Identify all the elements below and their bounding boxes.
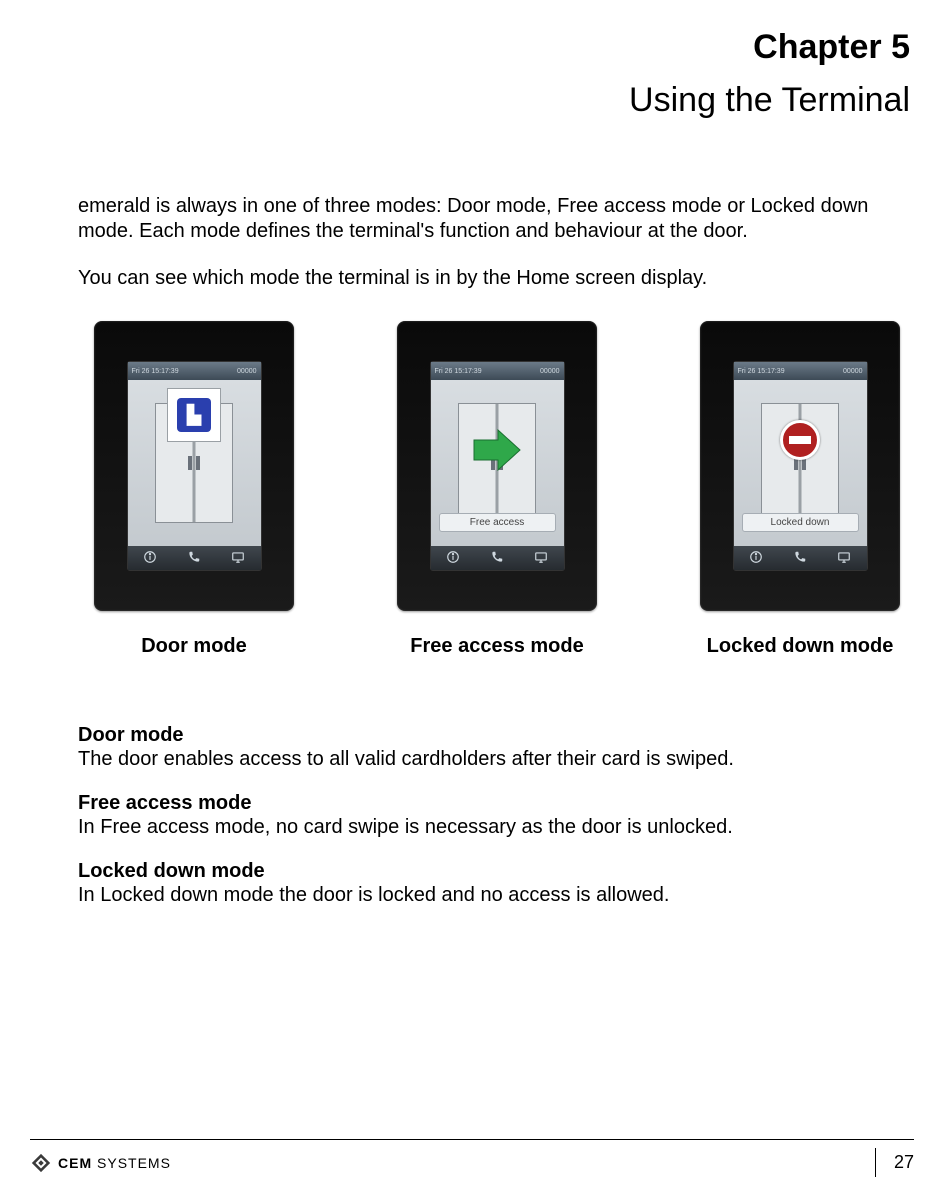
info-icon	[143, 550, 157, 567]
status-counter: 00000	[237, 368, 256, 375]
arrow-icon	[472, 428, 522, 472]
terminal-screen: ▙	[128, 380, 261, 546]
phone-icon	[490, 550, 504, 567]
intro-paragraph-1: emerald is always in one of three modes:…	[78, 194, 906, 244]
terminal-statusbar: Fri 26 15:17:39 00000	[128, 362, 261, 380]
mode-heading: Door mode	[78, 724, 906, 747]
status-counter: 00000	[540, 368, 559, 375]
terminal-statusbar: Fri 26 15:17:39 00000	[734, 362, 867, 380]
chapter-title: Chapter 5	[78, 28, 910, 67]
terminal-statusbar: Fri 26 15:17:39 00000	[431, 362, 564, 380]
mode-text: In Free access mode, no card swipe is ne…	[78, 815, 906, 840]
phone-icon	[793, 550, 807, 567]
terminal-bezel: Fri 26 15:17:39 00000 ▙	[127, 361, 262, 571]
terminal-door-mode: Fri 26 15:17:39 00000 ▙ Door mode	[94, 321, 294, 658]
info-icon	[749, 550, 763, 567]
status-counter: 00000	[843, 368, 862, 375]
terminal-iconbar	[128, 546, 261, 570]
monitor-icon	[231, 550, 245, 567]
terminal-iconbar	[431, 546, 564, 570]
terminal-iconbar	[734, 546, 867, 570]
page-number: 27	[875, 1148, 914, 1177]
cem-logo-icon	[30, 1152, 52, 1174]
intro-paragraph-2: You can see which mode the terminal is i…	[78, 266, 906, 291]
status-datetime: Fri 26 15:17:39	[132, 368, 179, 375]
footer-brand: CEM SYSTEMS	[30, 1152, 171, 1174]
mode-block-free: Free access mode In Free access mode, no…	[78, 792, 906, 840]
terminal-device: Fri 26 15:17:39 00000 Locked down	[700, 321, 900, 611]
terminal-free-access: Fri 26 15:17:39 00000 Free access Free	[397, 321, 597, 658]
mode-text: In Locked down mode the door is locked a…	[78, 883, 906, 908]
mode-label: Free access	[439, 513, 556, 532]
monitor-icon	[837, 550, 851, 567]
mode-block-locked: Locked down mode In Locked down mode the…	[78, 860, 906, 908]
logo-badge: ▙	[167, 388, 221, 442]
info-icon	[446, 550, 460, 567]
mode-label: Locked down	[742, 513, 859, 532]
status-datetime: Fri 26 15:17:39	[435, 368, 482, 375]
stop-icon	[780, 420, 820, 460]
phone-icon	[187, 550, 201, 567]
mode-heading: Locked down mode	[78, 860, 906, 883]
caption-door-mode: Door mode	[141, 635, 247, 658]
chapter-subtitle: Using the Terminal	[78, 81, 910, 120]
mode-heading: Free access mode	[78, 792, 906, 815]
mode-block-door: Door mode The door enables access to all…	[78, 724, 906, 772]
terminal-bezel: Fri 26 15:17:39 00000 Free access	[430, 361, 565, 571]
terminal-screen: Locked down	[734, 380, 867, 546]
terminals-row: Fri 26 15:17:39 00000 ▙ Door mode	[78, 321, 906, 658]
mode-descriptions: Door mode The door enables access to all…	[78, 724, 906, 908]
terminal-locked-down: Fri 26 15:17:39 00000 Locked down Locked…	[700, 321, 900, 658]
terminal-screen: Free access	[431, 380, 564, 546]
mode-text: The door enables access to all valid car…	[78, 747, 906, 772]
terminal-device: Fri 26 15:17:39 00000 Free access	[397, 321, 597, 611]
caption-locked-down: Locked down mode	[707, 635, 894, 658]
caption-free-access: Free access mode	[410, 635, 583, 658]
status-datetime: Fri 26 15:17:39	[738, 368, 785, 375]
terminal-device: Fri 26 15:17:39 00000 ▙	[94, 321, 294, 611]
page-footer: CEM SYSTEMS 27	[30, 1139, 914, 1177]
logo-badge-icon: ▙	[177, 398, 211, 432]
terminal-bezel: Fri 26 15:17:39 00000 Locked down	[733, 361, 868, 571]
monitor-icon	[534, 550, 548, 567]
footer-brand-text: CEM SYSTEMS	[58, 1155, 171, 1171]
